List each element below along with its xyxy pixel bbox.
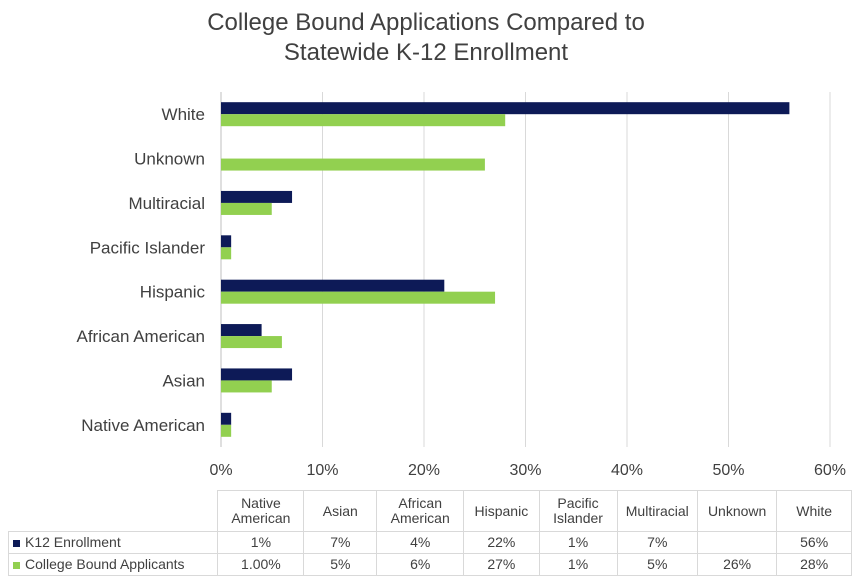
- table-row: K12 Enrollment 1% 7% 4% 22% 1% 7% 56%: [7, 531, 852, 554]
- chart-title: College Bound Applications Compared to S…: [0, 8, 852, 68]
- bar-college-bound-applicants: [221, 336, 282, 349]
- bar-college-bound-applicants: [221, 247, 232, 260]
- bar-k12-enrollment: [221, 235, 232, 248]
- table-row: College Bound Applicants 1.00% 5% 6% 27% 1% 5%…: [7, 553, 852, 576]
- table-cell: [696, 531, 778, 554]
- table-header-cell: Multiracial: [616, 490, 698, 532]
- table-cell: 22%: [463, 531, 540, 554]
- table-cell: 26%: [696, 553, 778, 576]
- bar-k12-enrollment: [221, 279, 445, 292]
- table-header-cell: Native American: [217, 490, 305, 532]
- bar-college-bound-applicants: [221, 158, 485, 171]
- bar-college-bound-applicants: [221, 380, 272, 393]
- bar-college-bound-applicants: [221, 424, 232, 437]
- x-tick-label: 20%: [408, 462, 440, 479]
- table-cell: 28%: [776, 553, 852, 576]
- table-cell: 7%: [303, 531, 378, 554]
- table-cell: 5%: [616, 553, 698, 576]
- category-label: African American: [77, 327, 206, 346]
- x-tick-label: 60%: [814, 462, 846, 479]
- chart-title-line-1: College Bound Applications Compared to: [207, 9, 645, 36]
- category-label: Asian: [162, 371, 205, 390]
- x-tick-label: 0%: [209, 462, 232, 479]
- table-header-cell: African American: [376, 490, 465, 532]
- legend-swatch: [13, 539, 20, 547]
- table-cell: 5%: [303, 553, 378, 576]
- bar-k12-enrollment: [221, 102, 790, 115]
- bar-k12-enrollment: [221, 324, 262, 337]
- table-header-cell: Pacific Islander: [538, 490, 618, 532]
- x-tick-label: 30%: [509, 462, 541, 479]
- table-cell: 27%: [463, 553, 540, 576]
- table-header-cell: Hispanic: [463, 490, 540, 532]
- category-label: Unknown: [134, 150, 205, 169]
- category-label: Pacific Islander: [90, 238, 206, 257]
- category-label: Native American: [81, 416, 205, 435]
- bar-k12-enrollment: [221, 190, 293, 203]
- chart-title-line-2: Statewide K-12 Enrollment: [283, 39, 569, 66]
- x-tick-label: 50%: [712, 462, 744, 479]
- table-row-label: College Bound Applicants: [7, 553, 219, 576]
- table-cell: 1%: [538, 553, 618, 576]
- table-cell: 7%: [616, 531, 698, 554]
- table-corner: [8, 490, 219, 532]
- table-header-cell: White: [776, 490, 852, 532]
- bar-k12-enrollment: [221, 368, 293, 381]
- bar-chart-plot: 0% 10% 20% 30% 40% 50% 60% Native American Asian…: [77, 92, 846, 479]
- bar-college-bound-applicants: [221, 202, 272, 215]
- table-cell: 1%: [217, 531, 305, 554]
- category-label: White: [162, 105, 205, 124]
- table-cell: 1%: [538, 531, 618, 554]
- table-header-cell: Unknown: [696, 490, 778, 532]
- bar-college-bound-applicants: [221, 114, 506, 127]
- bar-k12-enrollment: [221, 412, 232, 425]
- table-row-label: K12 Enrollment: [7, 531, 219, 554]
- data-table: Native American Asian African American Hispan…: [7, 490, 852, 576]
- x-tick-label: 40%: [611, 462, 643, 479]
- category-label: Hispanic: [140, 283, 206, 302]
- bar-college-bound-applicants: [221, 291, 496, 304]
- table-cell: 56%: [776, 531, 852, 554]
- legend-swatch: [13, 561, 20, 569]
- table-cell: 1.00%: [217, 553, 305, 576]
- table-header-cell: Asian: [303, 490, 378, 532]
- x-tick-label: 10%: [306, 462, 338, 479]
- table-cell: 6%: [376, 553, 465, 576]
- table-cell: 4%: [376, 531, 465, 554]
- category-label: Multiracial: [128, 194, 205, 213]
